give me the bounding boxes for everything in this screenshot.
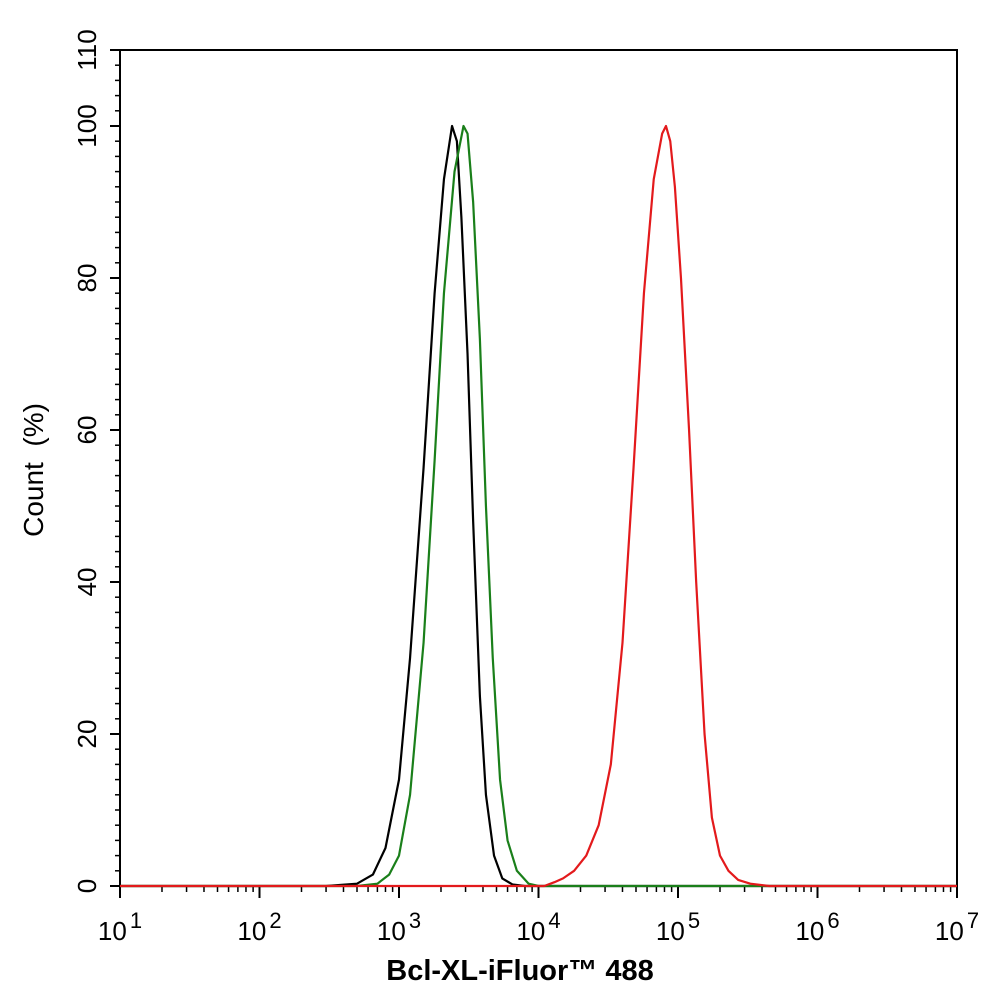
y-tick-label: 60 (72, 416, 102, 445)
y-tick-label: 110 (72, 29, 102, 70)
x-tick-label: 10 6 (795, 908, 839, 946)
series-line-3 (120, 124, 957, 888)
x-tick-label: 10 3 (377, 908, 421, 946)
y-axis-title: Count (%) (18, 403, 49, 537)
x-axis-title: Bcl-XL-iFluor™ 488 (386, 955, 654, 987)
y-tick-label: 80 (72, 264, 102, 293)
x-axis: 10 1 10 2 10 3 10 4 10 5 10 6 10 7 (98, 886, 979, 946)
x-tick-label: 10 1 (98, 908, 142, 946)
x-tick-label: 10 5 (656, 908, 700, 946)
y-tick-label: 20 (72, 720, 102, 749)
x-tick-label: 10 4 (516, 908, 560, 946)
x-tick-label: 10 7 (935, 908, 979, 946)
x-tick-label: 10 2 (237, 908, 281, 946)
series-line-1 (120, 124, 957, 888)
series-group (120, 124, 957, 888)
plot-frame (119, 49, 958, 887)
y-tick-label: 100 (72, 104, 102, 147)
series-line-2 (120, 124, 957, 888)
y-tick-label: 0 (72, 879, 102, 893)
y-axis: 0 20 40 60 80 100 110 (72, 29, 120, 893)
y-tick-label: 40 (72, 568, 102, 597)
